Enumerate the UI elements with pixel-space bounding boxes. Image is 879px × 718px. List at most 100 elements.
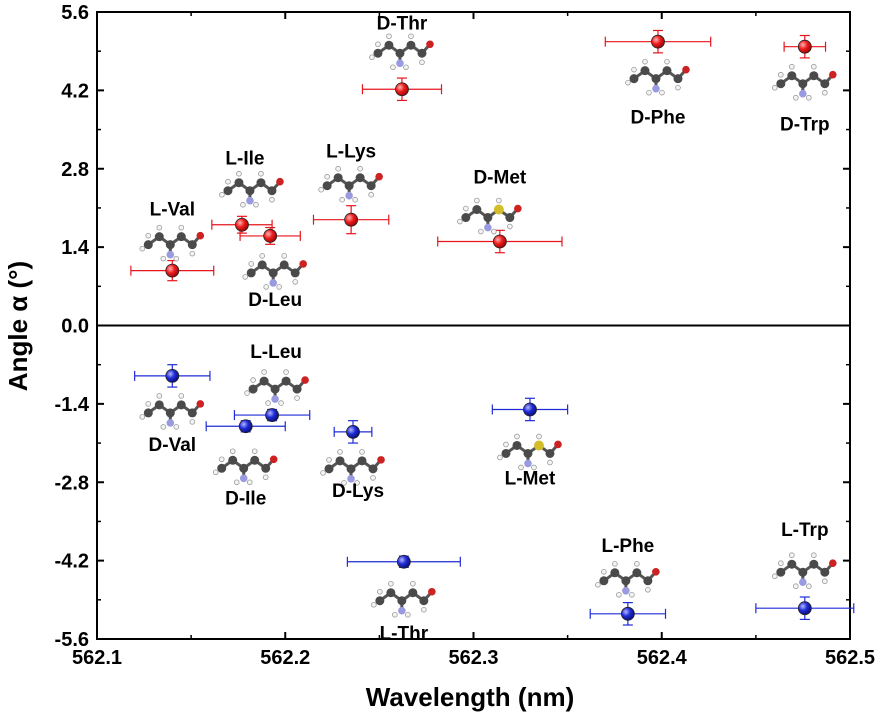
carbon-atom (165, 240, 175, 250)
carbon-atom (776, 567, 786, 577)
carbon-atom (176, 232, 186, 242)
hydrogen-atom (403, 64, 409, 71)
hydrogen-atom (377, 588, 383, 595)
hydrogen-atom (251, 448, 258, 455)
hydrogen-atom (408, 33, 414, 40)
carbon-atom (419, 596, 429, 606)
hydrogen-atom (281, 253, 287, 259)
oxygen-atom (269, 455, 278, 464)
data-point (263, 229, 278, 243)
data-point (344, 212, 359, 227)
nitrogen-atom (652, 84, 660, 93)
hydrogen-atom (263, 284, 269, 290)
hydrogen-atom (629, 592, 635, 598)
hydrogen-atom (189, 250, 196, 257)
carbon-atom (373, 48, 383, 58)
hydrogen-atom (145, 232, 152, 239)
hydrogen-atom (811, 552, 817, 559)
hydrogen-atom (410, 580, 416, 587)
molecule-icon (320, 449, 385, 486)
nitrogen-atom (271, 395, 279, 403)
hydrogen-atom (145, 401, 152, 407)
y-tick-label: 0.0 (61, 316, 89, 338)
hydrogen-atom (419, 59, 425, 66)
sulfur-atom (493, 204, 504, 215)
y-axis-title: Angle α (°) (3, 261, 33, 391)
hydrogen-atom (244, 390, 250, 396)
carbon-atom (187, 408, 197, 418)
hydrogen-atom (822, 89, 828, 96)
hydrogen-atom (139, 414, 146, 420)
point-label: D-Phe (631, 108, 686, 129)
y-tick-label: -5.6 (55, 629, 89, 651)
nitrogen-atom (799, 578, 807, 587)
molecule-icon (772, 63, 837, 101)
hydrogen-atom (478, 228, 484, 235)
molecule-icon (212, 448, 278, 486)
x-tick-label: 562.2 (260, 647, 310, 669)
oxygen-atom (276, 177, 284, 186)
carbon-atom (820, 567, 830, 577)
data-point (165, 263, 180, 278)
x-tick-label: 562.1 (72, 647, 122, 669)
point-labels: L-Val L-Ile D-Leu L-Lys D-Thr D-Met D-Phe D-Trp… (149, 13, 830, 644)
hydrogen-atom (390, 64, 396, 71)
carbon-atom (250, 455, 260, 465)
axis-ticks: 562.1 562.2 562.3 562.4 562.5 5.6 4.2 2.8 1.4 0.0… (55, 2, 876, 669)
oxygen-atom (829, 559, 837, 568)
data-point (620, 606, 635, 621)
nitrogen-atom (269, 279, 277, 287)
carbon-atom (279, 260, 289, 270)
carbon-atom (512, 440, 522, 450)
oxygen-atom (377, 456, 385, 464)
nitrogen-atom (166, 250, 175, 259)
carbon-atom (798, 567, 808, 577)
y-tick-label: 2.8 (61, 159, 89, 181)
carbon-atom (176, 400, 186, 410)
hydrogen-atom (258, 170, 264, 177)
oxygen-atom (301, 376, 309, 384)
hydrogen-atom (659, 89, 665, 96)
carbon-atom (256, 178, 266, 188)
hydrogen-atom (250, 377, 256, 383)
y-tick-label: 1.4 (61, 237, 90, 259)
hydrogen-atom (518, 464, 524, 471)
oxygen-atom (299, 260, 307, 268)
carbon-atom (165, 408, 175, 418)
carbon-atom (270, 384, 280, 394)
molecule-icon (595, 561, 660, 598)
hydrogen-atom (531, 464, 537, 471)
point-label: D-Leu (248, 290, 302, 311)
hydrogen-atom (240, 201, 246, 208)
carbon-atom (384, 40, 394, 50)
nitrogen-atom (347, 475, 355, 483)
hydrogen-atom (421, 606, 427, 613)
point-label: L-Thr (380, 624, 429, 645)
hydrogen-atom (318, 186, 324, 193)
hydrogen-atom (261, 369, 267, 375)
hydrogen-atom (793, 94, 799, 101)
carbon-atom (366, 181, 376, 191)
hydrogen-atom (507, 223, 513, 230)
carbon-atom (776, 79, 786, 89)
hydrogen-atom (352, 196, 358, 203)
carbon-atom (523, 448, 533, 458)
carbon-atom (461, 213, 471, 223)
hydrogen-atom (368, 191, 374, 198)
hydrogen-atom (341, 480, 347, 486)
carbon-atom (787, 559, 797, 569)
hydrogen-atom (292, 279, 298, 285)
carbon-atom (610, 568, 620, 578)
data-point (651, 34, 665, 49)
molecule-icon (497, 433, 562, 471)
oxygen-atom (554, 440, 562, 449)
hydrogen-atom (283, 369, 289, 375)
carbon-atom (217, 463, 227, 473)
carbon-atom (505, 213, 515, 223)
hydrogen-atom (778, 560, 784, 567)
hydrogen-atom (612, 561, 618, 567)
hydrogen-atom (229, 448, 236, 455)
hydrogen-atom (369, 54, 375, 61)
carbon-atom (632, 568, 642, 578)
y-tick-label: -2.8 (55, 472, 89, 494)
